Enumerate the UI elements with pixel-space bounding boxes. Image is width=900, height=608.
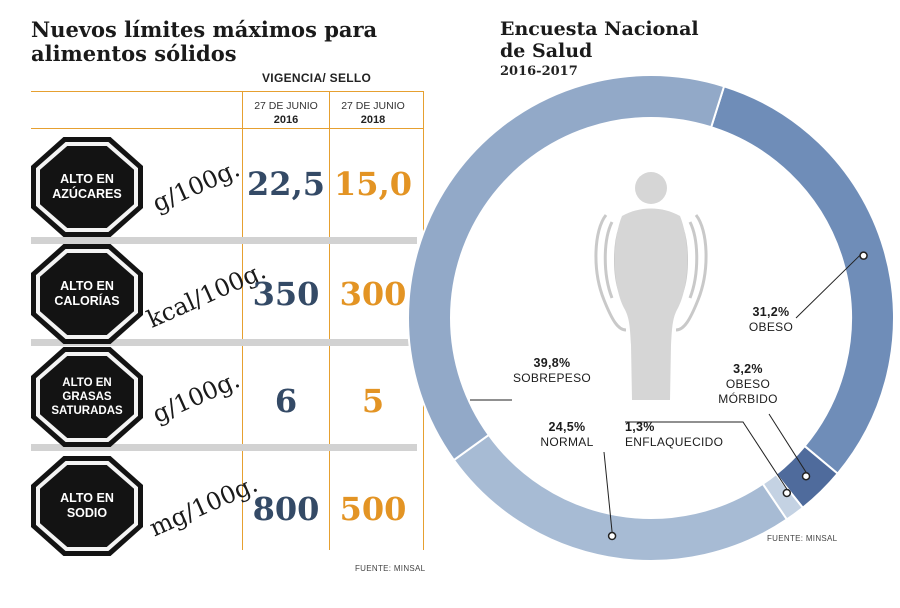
leader-dot — [782, 488, 792, 498]
slice-value: 31,2% — [752, 305, 790, 319]
leader-line — [603, 451, 613, 533]
slice-name: NORMAL — [540, 435, 594, 449]
label-leaders — [470, 251, 868, 541]
value-2018: 15,0 — [334, 165, 412, 203]
chart-subtitle: 2016-2017 — [500, 64, 578, 79]
column-header-year: 2016 — [273, 114, 299, 126]
value-2016: 350 — [252, 275, 320, 313]
column-divider — [329, 91, 330, 550]
slice-name: SOBREPESO — [512, 371, 592, 385]
slice-name: OBESO — [725, 377, 771, 391]
seal-label: ALTO EN AZÚCARES — [40, 146, 134, 228]
seal-label: ALTO EN SODIO — [40, 465, 134, 547]
warning-seal-azucares: ALTO EN AZÚCARES — [31, 137, 143, 237]
table-title: Nuevos límites máximos para alimentos só… — [31, 17, 378, 66]
seal-label: ALTO EN GRASAS SATURADAS — [40, 356, 134, 438]
label-normal: 24,5% NORMAL — [536, 420, 598, 450]
label-sobrepeso: 39,8% SOBREPESO — [512, 356, 592, 386]
value-2016: 800 — [252, 490, 320, 528]
vigencia-header: VIGENCIA/ SELLO — [262, 71, 372, 85]
column-divider — [242, 91, 243, 550]
slice-name: MÓRBIDO — [718, 392, 778, 406]
seal-label: ALTO EN CALORÍAS — [40, 253, 134, 335]
row-separator — [31, 444, 417, 451]
chart-title-line: Encuesta Nacional — [500, 18, 699, 40]
column-header-year: 2018 — [360, 114, 386, 126]
leader-dot — [859, 251, 868, 260]
source-note: FUENTE: MINSAL — [767, 534, 838, 543]
leader-line — [625, 421, 788, 490]
source-note: FUENTE: MINSAL — [355, 564, 426, 573]
warning-seal-sodio: ALTO EN SODIO — [31, 456, 143, 556]
value-2016: 22,5 — [247, 165, 325, 203]
limits-table — [31, 91, 424, 551]
column-header-date: 27 DE JUNIO — [254, 100, 318, 112]
leader-line — [768, 413, 807, 473]
label-obeso-morbido: 3,2% OBESO MÓRBIDO — [715, 362, 781, 407]
header-rule — [31, 128, 424, 129]
slice-value: 39,8% — [533, 356, 571, 370]
value-2018: 500 — [339, 490, 407, 528]
chart-title: Encuesta Nacional de Salud — [500, 18, 699, 62]
chart-title-line: de Salud — [500, 40, 593, 62]
label-enflaquecido: 1,3% ENFLAQUECIDO — [625, 420, 723, 450]
leader-dot — [801, 471, 811, 481]
label-obeso: 31,2% OBESO — [748, 305, 794, 335]
donut-slice-obeso — [709, 84, 895, 476]
value-2018: 300 — [339, 275, 407, 313]
warning-seal-grasas: ALTO EN GRASAS SATURADAS — [31, 347, 143, 447]
leader-line — [795, 255, 860, 319]
column-header-2016: 27 DE JUNIO 2016 — [243, 99, 329, 127]
leader-dot — [607, 531, 617, 541]
slice-value: 24,5% — [548, 420, 586, 434]
row-separator — [31, 339, 417, 346]
slice-name: ENFLAQUECIDO — [625, 435, 724, 449]
column-header-date: 27 DE JUNIO — [341, 100, 405, 112]
value-2018: 5 — [361, 382, 385, 420]
slice-name: OBESO — [748, 320, 794, 334]
body-figure-icon — [614, 172, 688, 400]
donut-slice-sobrepeso — [407, 74, 726, 462]
slice-value: 1,3% — [625, 420, 655, 434]
donut-slice-normal — [452, 433, 789, 562]
warning-seal-calorias: ALTO EN CALORÍAS — [31, 244, 143, 344]
donut-slices — [407, 74, 895, 562]
value-2016: 6 — [274, 382, 298, 420]
column-header-2018: 27 DE JUNIO 2018 — [330, 99, 416, 127]
slice-value: 3,2% — [733, 362, 763, 376]
row-separator — [31, 237, 417, 244]
